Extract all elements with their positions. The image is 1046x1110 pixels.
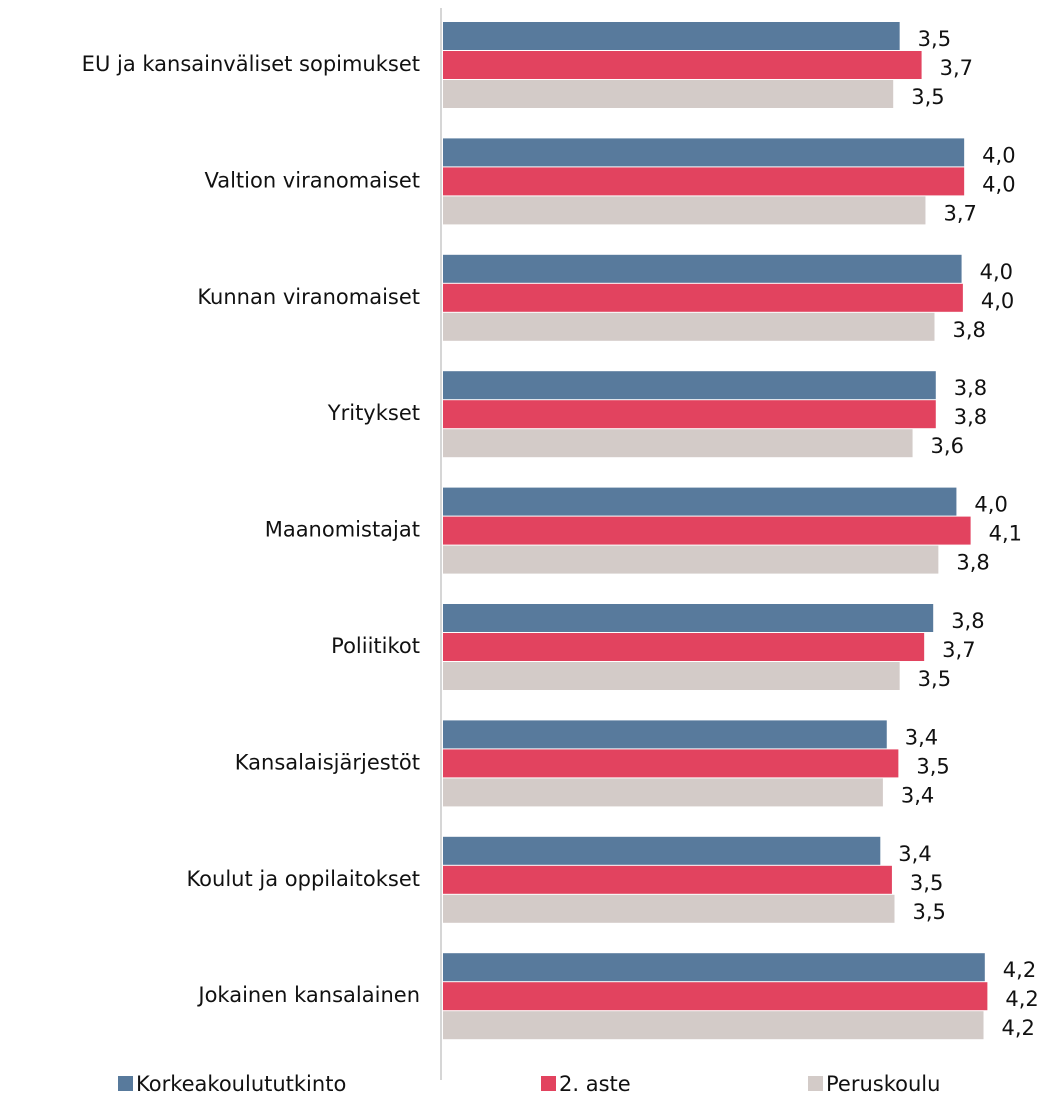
legend-label: Korkeakoulututkinto [136, 1072, 346, 1096]
value-label: 4,0 [982, 172, 1015, 196]
value-label: 4,1 [989, 522, 1022, 546]
category-label: Yritykset [327, 401, 420, 425]
value-label: 3,7 [940, 56, 973, 80]
value-label: 3,4 [901, 783, 934, 807]
bar [443, 138, 965, 167]
bar [443, 982, 988, 1011]
bar [443, 1011, 984, 1040]
bar [443, 604, 934, 632]
value-label: 3,7 [943, 201, 976, 225]
value-label: 3,8 [954, 376, 987, 400]
category-label: Maanomistajat [265, 518, 420, 542]
value-label: 3,6 [931, 434, 964, 458]
bar [443, 633, 925, 661]
bar [443, 429, 913, 458]
value-label: 4,0 [981, 289, 1014, 313]
value-label: 3,8 [954, 405, 987, 429]
value-label: 3,7 [942, 638, 975, 662]
bar [443, 487, 957, 516]
value-label: 3,5 [913, 900, 946, 924]
bar [443, 312, 935, 341]
value-label: 4,2 [1003, 958, 1036, 982]
category-label: Jokainen kansalainen [196, 983, 420, 1007]
value-label: 4,0 [982, 143, 1015, 167]
value-label: 3,5 [910, 871, 943, 895]
value-label: 3,5 [918, 667, 951, 691]
category-label: Valtion viranomaiset [204, 168, 420, 192]
bar [443, 22, 900, 50]
category-label: EU ja kansainväliset sopimukset [82, 52, 420, 76]
bar [443, 953, 985, 982]
bar [443, 196, 926, 225]
value-label: 3,5 [916, 754, 949, 778]
bar [443, 516, 971, 545]
value-label: 4,0 [980, 260, 1013, 284]
value-label: 4,2 [1005, 987, 1038, 1011]
bar [443, 778, 883, 807]
legend-swatch [808, 1076, 823, 1091]
value-label: 3,8 [952, 318, 985, 342]
category-label: Koulut ja oppilaitokset [186, 867, 420, 891]
bar [443, 720, 887, 749]
bar [443, 283, 963, 312]
bar [443, 371, 936, 400]
value-label: 4,2 [1002, 1016, 1035, 1040]
bar [443, 545, 939, 574]
value-label: 3,8 [951, 609, 984, 633]
bar [443, 894, 895, 923]
legend-swatch [118, 1076, 133, 1091]
bar [443, 749, 899, 778]
bar [443, 167, 965, 196]
value-label: 3,4 [898, 842, 931, 866]
legend-label: Peruskoulu [826, 1072, 940, 1096]
bar [443, 836, 881, 865]
category-label: Kunnan viranomaiset [197, 285, 420, 309]
value-label: 3,5 [918, 27, 951, 51]
value-label: 3,4 [905, 725, 938, 749]
legend-swatch [541, 1076, 556, 1091]
value-label: 3,5 [911, 85, 944, 109]
bar [443, 865, 892, 894]
category-label: Kansalaisjärjestöt [235, 750, 420, 774]
category-label: Poliitikot [331, 634, 420, 658]
bar [443, 400, 936, 429]
bar [443, 254, 962, 283]
bar [443, 80, 894, 108]
legend-label: 2. aste [559, 1072, 631, 1096]
value-label: 3,8 [956, 551, 989, 575]
bar [443, 662, 900, 690]
bar [443, 51, 922, 79]
value-label: 4,0 [974, 493, 1007, 517]
